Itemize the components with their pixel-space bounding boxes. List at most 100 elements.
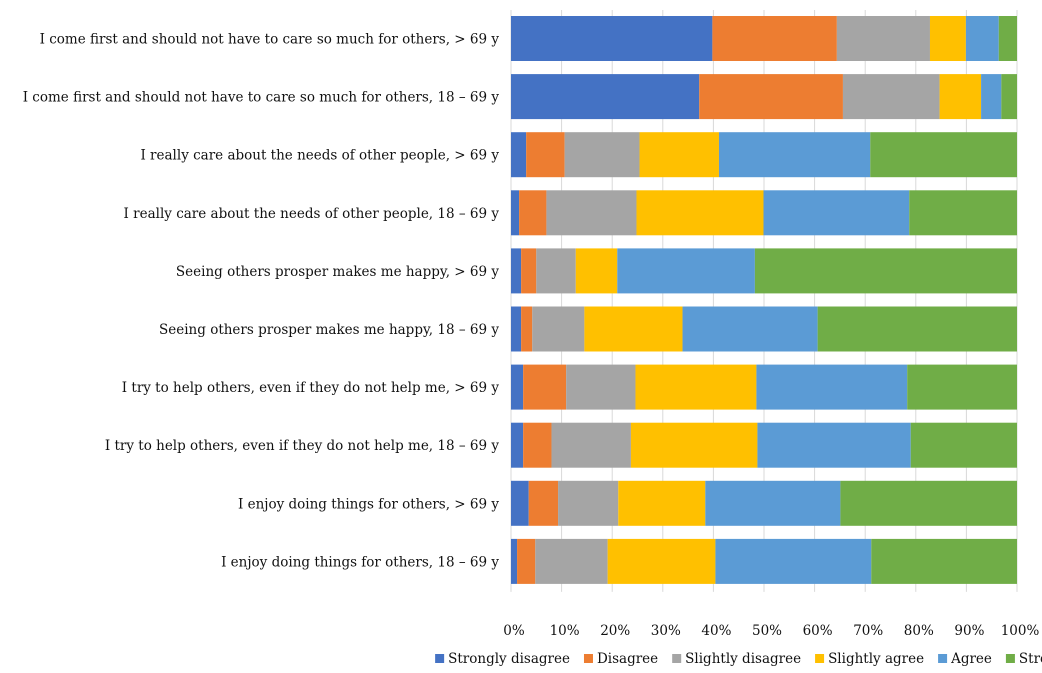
bar-segment [718, 132, 871, 178]
bar-segment [712, 16, 837, 61]
legend-item: Disagree [583, 651, 658, 667]
bar-segment [535, 538, 608, 584]
legend-swatch [1005, 654, 1015, 663]
bar-segment [532, 306, 585, 352]
bar-segment [558, 480, 619, 526]
bar-segment [842, 74, 940, 120]
x-tick-label: 70% [853, 623, 883, 639]
bar-segment [528, 480, 559, 526]
bar-segment [1001, 74, 1017, 120]
bar-segment [630, 422, 758, 468]
bars [511, 16, 1017, 584]
bar-segment [840, 480, 1017, 526]
bar-segment [566, 364, 636, 410]
legend-item: Slightly disagree [672, 651, 801, 667]
bar-segment [523, 364, 567, 410]
legend-swatch [583, 654, 593, 663]
bar-segment [564, 132, 640, 178]
legend-item: Agree [938, 651, 992, 667]
bar-segment [511, 190, 520, 236]
legend-swatch [672, 654, 682, 663]
category-label: I really care about the needs of other p… [140, 148, 499, 164]
bar-segment [511, 422, 524, 468]
bar-segment [705, 480, 841, 526]
x-tick-label: 0% [503, 623, 525, 639]
legend-item: Strongly disagree [435, 651, 570, 667]
x-tick-label: 40% [701, 623, 731, 639]
bar-segment [511, 306, 522, 352]
legend-label: Slightly agree [828, 651, 924, 667]
bar-segment [636, 190, 764, 236]
x-tick-label: 80% [904, 623, 934, 639]
bar-segment [519, 190, 547, 236]
bar-segment [536, 248, 576, 294]
x-tick-label: 50% [752, 623, 782, 639]
bar-segment [939, 74, 982, 120]
bar-segment [517, 538, 536, 584]
bar-segment [715, 538, 872, 584]
category-label: Seeing others prosper makes me happy, 18… [159, 322, 499, 338]
x-axis-ticks: 0% 10% 20% 30% 40% 50% 60% 70% 80% 90% 100% [503, 623, 1039, 639]
bar-segment [511, 248, 522, 294]
legend-label: Strongly disagree [448, 651, 570, 667]
bar-segment [617, 248, 755, 294]
bar-segment [817, 306, 1017, 352]
category-label: I come first and should not have to care… [23, 90, 500, 106]
legend: Strongly disagree Disagree Slightly disagr… [435, 651, 1042, 667]
bar-segment [757, 422, 911, 468]
bar-segment [929, 16, 966, 61]
legend-label: Disagree [597, 651, 658, 667]
legend-swatch [815, 654, 825, 663]
x-tick-label: 60% [803, 623, 833, 639]
bar-segment [682, 306, 818, 352]
bar-segment [763, 190, 910, 236]
bar-segment [756, 364, 908, 410]
category-label: I try to help others, even if they do no… [122, 380, 500, 396]
bar-segment [907, 364, 1017, 410]
bar-segment [546, 190, 637, 236]
x-tick-label: 10% [550, 623, 580, 639]
bar-segment [584, 306, 683, 352]
legend-label: Agree [950, 651, 992, 667]
legend-swatch [938, 654, 948, 663]
bar-segment [699, 74, 843, 120]
category-label: I really care about the needs of other p… [124, 206, 500, 222]
x-tick-label: 30% [651, 623, 681, 639]
bar-segment [551, 422, 631, 468]
bar-segment [965, 16, 999, 61]
category-label: Seeing others prosper makes me happy, > … [176, 264, 499, 280]
bar-segment [523, 422, 552, 468]
category-label: I enjoy doing things for others, > 69 y [238, 496, 499, 512]
bar-segment [511, 480, 529, 526]
bar-segment [836, 16, 930, 61]
legend-item: Slightly agree [815, 651, 924, 667]
category-label: I come first and should not have to care… [40, 32, 500, 48]
bar-segment [981, 74, 1002, 120]
legend-swatch [435, 654, 445, 663]
x-tick-label: 90% [954, 623, 984, 639]
category-labels: I come first and should not have to care… [23, 32, 500, 571]
bar-segment [754, 248, 1017, 294]
bar-segment [639, 132, 719, 178]
bar-segment [521, 248, 537, 294]
bar-segment [618, 480, 706, 526]
bar-segment [575, 248, 618, 294]
legend-label: Slightly disagree [685, 651, 801, 667]
legend-item: Strongly agree [1005, 651, 1042, 667]
bar-segment [511, 538, 518, 584]
x-tick-label: 20% [600, 623, 630, 639]
bar-segment [511, 74, 700, 120]
bar-segment [607, 538, 716, 584]
legend-label: Strongly agree [1019, 651, 1042, 667]
bar-segment [511, 132, 527, 178]
bar-segment [998, 16, 1017, 61]
bar-segment [871, 538, 1017, 584]
bar-segment [635, 364, 757, 410]
category-label: I enjoy doing things for others, 18 – 69… [221, 554, 499, 570]
bar-segment [521, 306, 533, 352]
bar-segment [511, 16, 713, 61]
category-label: I try to help others, even if they do no… [105, 438, 500, 454]
bar-segment [526, 132, 565, 178]
bar-segment [909, 190, 1017, 236]
